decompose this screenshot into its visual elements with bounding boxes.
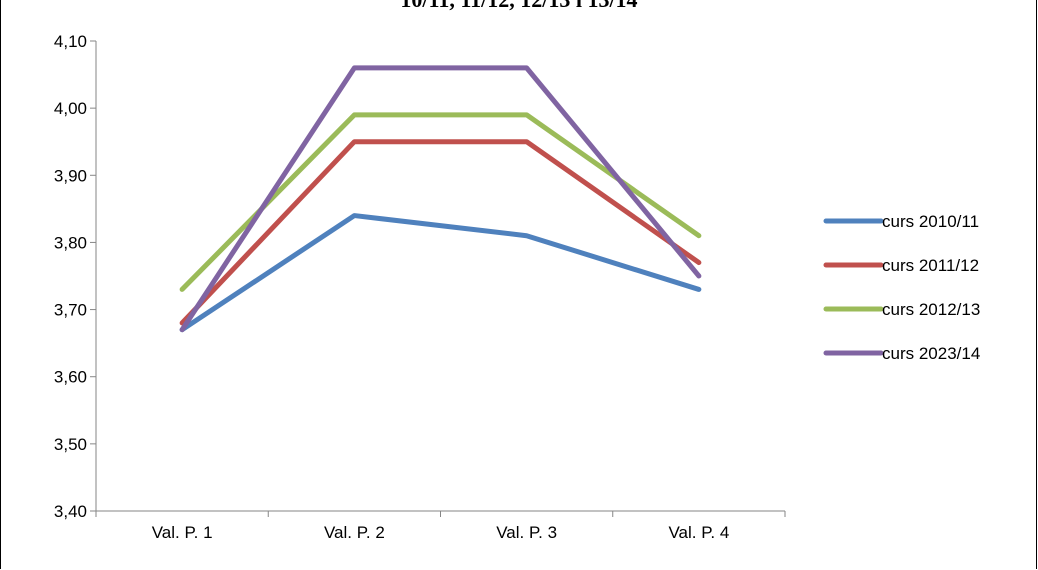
y-tick-label: 3,90 [54,166,87,185]
series-layer [179,65,702,333]
y-tick-label: 3,70 [54,301,87,320]
y-tick-label: 3,80 [54,233,87,252]
legend: curs 2010/11 curs 2011/12 curs 2012/13 curs… [823,212,980,363]
y-tick-label: 3,60 [54,368,87,387]
y-tick-label: 3,40 [54,502,87,521]
series-line-1 [179,213,702,333]
series-line-2 [179,139,702,326]
chart-title: 10/11, 11/12, 12/13 i 13/14 [0,0,1038,13]
legend-label-2: curs 2011/12 [882,256,979,275]
x-tick-label: Val. P. 4 [668,523,729,542]
legend-label-3: curs 2012/13 [882,300,980,319]
y-tick-label: 4,10 [54,32,87,51]
x-tick-label: Val. P. 2 [324,523,385,542]
series-line-4 [179,65,702,333]
axes: 3,40 3,50 3,60 3,70 3,80 3,90 4,00 4,10 Val. P. … [54,32,786,542]
y-tick-label: 3,50 [54,435,87,454]
legend-label-4: curs 2023/14 [882,344,980,363]
x-tick-label: Val. P. 1 [152,523,213,542]
x-tick-label: Val. P. 3 [496,523,557,542]
y-tick-label: 4,00 [54,99,87,118]
legend-label-1: curs 2010/11 [882,212,979,231]
